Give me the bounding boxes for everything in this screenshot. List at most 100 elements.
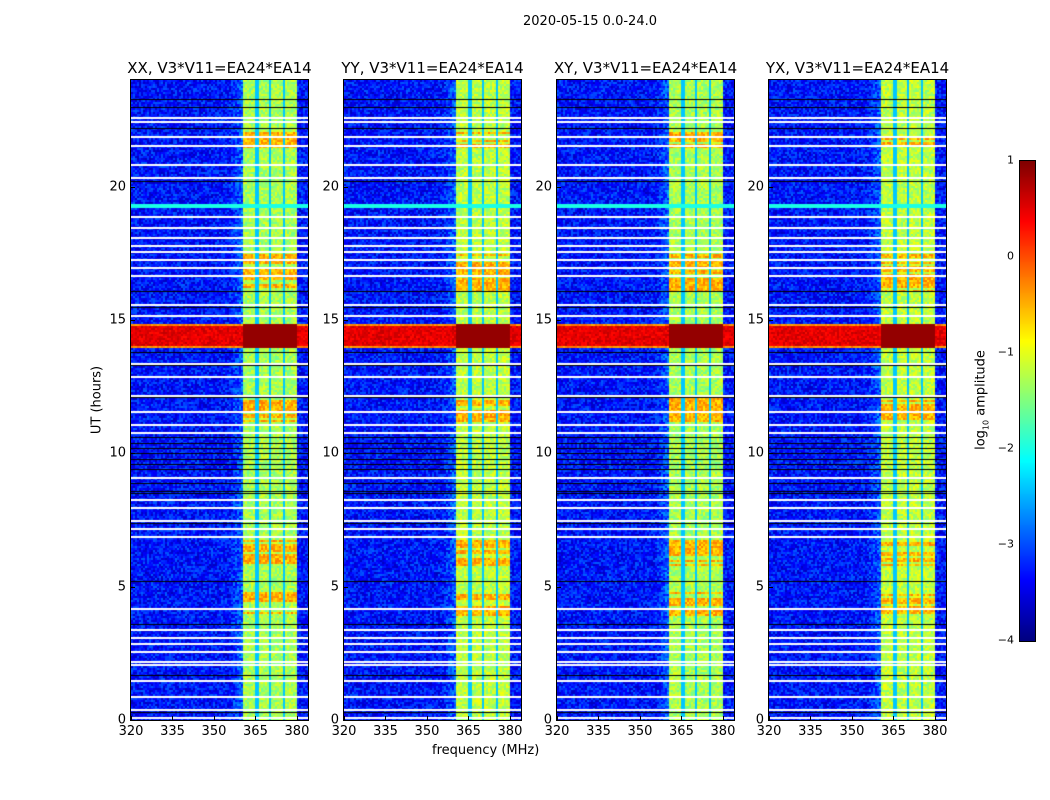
- y-tick-mark: [769, 586, 773, 588]
- y-tick-mark: [344, 586, 348, 588]
- x-tick-label: 350: [627, 724, 653, 739]
- x-tick-label: 365: [669, 724, 694, 739]
- x-tick-mark: [681, 716, 683, 720]
- y-tick-mark: [769, 186, 773, 188]
- y-tick-label: 20: [747, 179, 764, 195]
- x-tick-mark: [557, 716, 558, 720]
- y-tick-mark: [557, 586, 561, 588]
- x-tick-label: 320: [118, 724, 144, 739]
- y-tick-label: 20: [322, 179, 339, 195]
- y-tick-mark: [131, 186, 135, 188]
- waterfall-panel-2: [556, 79, 735, 721]
- colorbar-label-rest: amplitude: [973, 350, 989, 420]
- x-tick-label: 350: [201, 724, 227, 739]
- x-tick-mark: [131, 716, 132, 720]
- colorbar-tick-label: −1: [997, 345, 1014, 359]
- y-tick-label: 15: [747, 312, 764, 328]
- x-tick-label: 380: [497, 724, 523, 739]
- x-tick-label: 335: [160, 724, 185, 739]
- waterfall-image: [344, 80, 521, 720]
- panel-title: XY, V3*V11=EA24*EA14: [553, 59, 738, 77]
- x-tick-mark: [509, 716, 511, 720]
- y-tick-label: 10: [535, 445, 552, 461]
- y-tick-mark: [344, 453, 348, 455]
- y-tick-label: 5: [543, 579, 552, 595]
- x-tick-label: 335: [373, 724, 398, 739]
- x-tick-mark: [639, 716, 641, 720]
- y-tick-mark: [131, 320, 135, 321]
- colorbar-label: log10 amplitude: [974, 350, 991, 450]
- x-tick-mark: [893, 716, 895, 720]
- y-axis-label: UT (hours): [89, 365, 105, 435]
- y-tick-label: 0: [543, 712, 552, 728]
- waterfall-panel-1: [343, 79, 522, 721]
- y-tick-mark: [344, 186, 348, 188]
- y-tick-label: 0: [117, 712, 126, 728]
- colorbar-tick-label: −4: [997, 633, 1014, 647]
- x-tick-label: 365: [243, 724, 268, 739]
- x-tick-label: 320: [756, 724, 782, 739]
- x-tick-mark: [296, 716, 298, 720]
- x-tick-label: 320: [544, 724, 570, 739]
- x-tick-label: 335: [798, 724, 823, 739]
- y-tick-mark: [344, 720, 348, 721]
- x-tick-label: 365: [881, 724, 906, 739]
- panel-title: YX, V3*V11=EA24*EA14: [765, 59, 950, 77]
- waterfall-panel-0: [130, 79, 309, 721]
- x-tick-label: 380: [922, 724, 948, 739]
- y-tick-mark: [769, 453, 773, 455]
- colorbar-tick-label: −3: [997, 537, 1014, 551]
- y-tick-label: 10: [747, 445, 764, 461]
- x-tick-mark: [426, 716, 428, 720]
- x-tick-label: 380: [710, 724, 736, 739]
- colorbar: [1019, 160, 1036, 642]
- panel-title: YY, V3*V11=EA24*EA14: [341, 59, 524, 77]
- x-tick-label: 365: [456, 724, 481, 739]
- y-tick-mark: [769, 720, 773, 721]
- y-tick-label: 5: [330, 579, 339, 595]
- x-tick-label: 350: [839, 724, 865, 739]
- x-tick-mark: [344, 716, 345, 720]
- x-tick-label: 350: [414, 724, 440, 739]
- y-tick-mark: [557, 320, 561, 321]
- colorbar-label-sub: 10: [981, 419, 991, 431]
- colorbar-tick-label: −2: [997, 441, 1014, 455]
- panel-title: XX, V3*V11=EA24*EA14: [127, 59, 312, 77]
- x-tick-label: 335: [586, 724, 611, 739]
- y-tick-label: 10: [322, 445, 339, 461]
- y-tick-label: 20: [535, 179, 552, 195]
- x-tick-mark: [213, 716, 215, 720]
- y-tick-mark: [769, 320, 773, 321]
- x-tick-mark: [934, 716, 936, 720]
- waterfall-image: [769, 80, 946, 720]
- y-tick-mark: [131, 453, 135, 455]
- waterfall-image: [557, 80, 734, 720]
- y-tick-label: 5: [117, 579, 126, 595]
- y-tick-label: 15: [322, 312, 339, 328]
- x-tick-mark: [385, 716, 387, 720]
- x-axis-label: frequency (MHz): [432, 743, 540, 758]
- x-tick-mark: [172, 716, 174, 720]
- y-tick-label: 15: [109, 312, 126, 328]
- x-tick-label: 320: [331, 724, 357, 739]
- x-tick-mark: [769, 716, 770, 720]
- y-tick-mark: [557, 720, 561, 721]
- x-tick-mark: [810, 716, 812, 720]
- y-tick-mark: [557, 453, 561, 455]
- y-tick-mark: [344, 320, 348, 321]
- x-tick-mark: [255, 716, 257, 720]
- y-tick-mark: [131, 720, 135, 721]
- colorbar-label-log: log: [973, 430, 989, 450]
- x-tick-label: 380: [284, 724, 310, 739]
- x-tick-mark: [722, 716, 724, 720]
- y-tick-label: 0: [330, 712, 339, 728]
- x-tick-mark: [468, 716, 470, 720]
- waterfall-panel-3: [768, 79, 947, 721]
- y-tick-label: 15: [535, 312, 552, 328]
- y-tick-mark: [557, 186, 561, 188]
- colorbar-tick-label: 1: [1007, 153, 1014, 167]
- x-tick-mark: [851, 716, 853, 720]
- y-tick-label: 0: [755, 712, 764, 728]
- y-tick-label: 5: [755, 579, 764, 595]
